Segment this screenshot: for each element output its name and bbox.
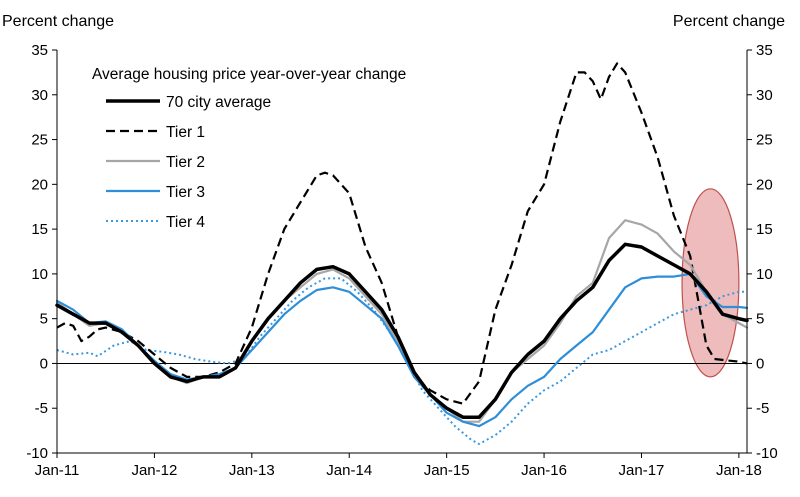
legend-title: Average housing price year-over-year cha… <box>92 66 406 83</box>
y-tick-label-left: 20 <box>31 176 48 193</box>
highlight-layer <box>681 188 740 378</box>
y-tick-label-left: 30 <box>31 87 48 104</box>
x-tick-label: Jan-13 <box>229 462 275 479</box>
y-ticks-layer: -10 -10 -5 -5 0 0 5 5 10 10 15 15 20 20 25 25 30 30 35 35 <box>26 42 777 462</box>
series-layer <box>55 62 749 445</box>
x-tick-label: Jan-15 <box>424 462 470 479</box>
y-tick-label-left: 10 <box>31 266 48 283</box>
y-tick-label-left: -10 <box>26 445 48 462</box>
legend: Average housing price year-over-year cha… <box>92 66 406 231</box>
series-line-tier2 <box>55 219 749 423</box>
legend-label-tier3: Tier 3 <box>166 184 205 201</box>
y-tick-label-left: 25 <box>31 132 48 149</box>
series-line-city70 <box>55 242 749 419</box>
x-tick-label: Jan-16 <box>521 462 567 479</box>
y-tick-label-right: 20 <box>756 176 773 193</box>
x-tick-label: Jan-18 <box>716 462 762 479</box>
y-tick-label-right: 30 <box>756 87 773 104</box>
y-tick-label-right: -5 <box>756 400 769 417</box>
y-tick-label-right: 35 <box>756 42 773 59</box>
x-tick-label: Jan-12 <box>131 462 177 479</box>
y-tick-label-right: 5 <box>756 311 764 328</box>
y-tick-label-left: -5 <box>35 400 48 417</box>
legend-label-tier2: Tier 2 <box>166 154 205 171</box>
left-axis-label: Percent change <box>2 13 114 30</box>
x-tick-label: Jan-11 <box>35 462 80 479</box>
plot-frame-layer <box>56 50 748 454</box>
right-axis-label: Percent change <box>673 13 785 30</box>
highlight-ellipse <box>681 188 740 378</box>
legend-label-city70: 70 city average <box>166 94 271 111</box>
y-tick-label-right: 15 <box>756 221 773 238</box>
legend-label-tier1: Tier 1 <box>166 124 205 141</box>
series-line-tier1 <box>56 62 748 405</box>
y-tick-label-right: -10 <box>756 445 778 462</box>
legend-items: 70 city average Tier 1 Tier 2 Tier 3 Tier 4 <box>106 94 271 231</box>
x-tick-label: Jan-14 <box>326 462 372 479</box>
series-line-tier4 <box>56 277 747 445</box>
legend-label-tier4: Tier 4 <box>166 214 205 231</box>
y-tick-label-left: 5 <box>40 311 48 328</box>
y-tick-label-left: 35 <box>31 42 48 59</box>
y-tick-label-left: 15 <box>31 221 48 238</box>
y-tick-label-right: 0 <box>756 355 764 372</box>
y-tick-label-right: 25 <box>756 132 773 149</box>
x-ticks-layer: Jan-11 Jan-12 Jan-13 Jan-14 Jan-15 Jan-16 Jan-… <box>35 453 762 479</box>
y-tick-label-right: 10 <box>756 266 773 283</box>
x-tick-label: Jan-17 <box>619 462 665 479</box>
y-tick-label-left: 0 <box>40 355 48 372</box>
series-line-tier3 <box>55 272 749 428</box>
